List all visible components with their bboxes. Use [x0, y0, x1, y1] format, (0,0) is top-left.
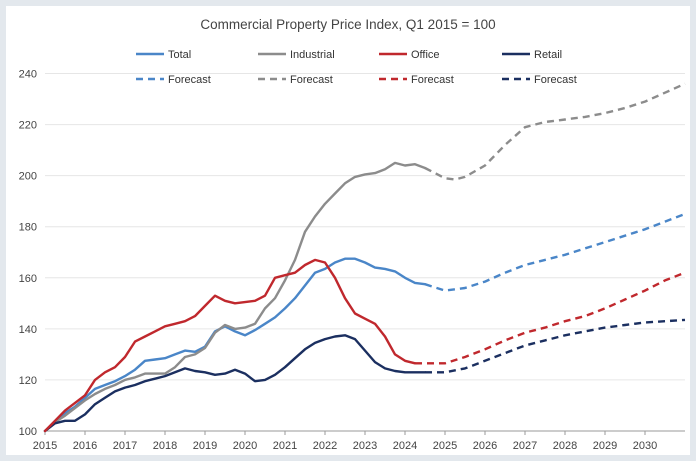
y-tick-label: 180 — [19, 222, 37, 234]
x-tick-label: 2021 — [273, 440, 297, 452]
y-tick-label: 220 — [19, 120, 37, 132]
x-tick-label: 2018 — [153, 440, 177, 452]
x-tick-label: 2026 — [473, 440, 497, 452]
grid — [45, 73, 685, 432]
chart-title: Commercial Property Price Index, Q1 2015… — [200, 17, 495, 32]
x-axis: 2015 2016 2017 2018 2019 2020 2021 2022 2023 2024… — [33, 431, 657, 452]
series-line-forecast-4 — [424, 212, 686, 292]
series-line-forecast-6 — [415, 271, 686, 365]
x-tick-label: 2027 — [513, 440, 537, 452]
legend-label: Forecast — [411, 74, 454, 86]
series-line-retail-3 — [43, 334, 427, 433]
x-tick-label: 2015 — [33, 440, 57, 452]
x-tick-label: 2024 — [393, 440, 417, 452]
x-tick-label: 2023 — [353, 440, 377, 452]
x-tick-label: 2025 — [433, 440, 457, 452]
x-tick-label: 2030 — [633, 440, 657, 452]
legend-label: Forecast — [534, 74, 577, 86]
legend-label: Retail — [534, 49, 562, 61]
x-tick-label: 2016 — [73, 440, 97, 452]
legend: Total Industrial Office Retail Forecast Forec… — [136, 49, 577, 86]
plot-lines — [43, 82, 686, 433]
legend-label: Forecast — [168, 74, 211, 86]
legend-label: Total — [168, 49, 191, 61]
y-tick-label: 200 — [19, 171, 37, 183]
y-tick-label: 160 — [19, 273, 37, 285]
series-line-forecast-7 — [425, 318, 686, 374]
x-tick-label: 2020 — [233, 440, 257, 452]
y-tick-label: 140 — [19, 324, 37, 336]
legend-label: Industrial — [290, 49, 335, 61]
y-tick-label: 120 — [19, 375, 37, 387]
series-line-total-0 — [43, 257, 427, 433]
series-line-industrial-1 — [43, 161, 427, 433]
x-tick-label: 2029 — [593, 440, 617, 452]
chart-svg: Commercial Property Price Index, Q1 2015… — [19, 17, 686, 452]
legend-label: Forecast — [290, 74, 333, 86]
series-line-office-2 — [43, 258, 417, 433]
series-line-forecast-5 — [424, 82, 686, 181]
y-tick-label: 100 — [19, 426, 37, 438]
legend-label: Office — [411, 49, 440, 61]
y-tick-label: 240 — [19, 69, 37, 81]
x-tick-label: 2022 — [313, 440, 337, 452]
x-tick-label: 2017 — [113, 440, 137, 452]
y-axis: 100 120 140 160 180 200 220 240 — [19, 69, 37, 438]
x-tick-label: 2028 — [553, 440, 577, 452]
chart-frame: Commercial Property Price Index, Q1 2015… — [6, 6, 690, 455]
x-tick-label: 2019 — [193, 440, 217, 452]
